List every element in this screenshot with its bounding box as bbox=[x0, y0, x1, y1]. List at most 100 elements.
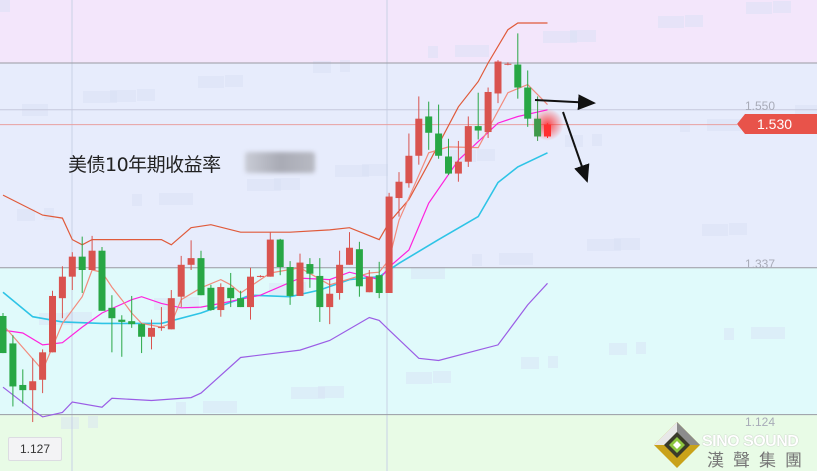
background-decoration bbox=[44, 208, 54, 220]
y-tick-label: 1.337 bbox=[744, 256, 775, 271]
candle-down bbox=[316, 275, 324, 308]
candle-down bbox=[108, 307, 116, 319]
background-decoration bbox=[729, 223, 747, 235]
candle-down bbox=[197, 258, 205, 296]
candle-up bbox=[68, 256, 76, 277]
background-decoration bbox=[499, 253, 533, 265]
candle-up bbox=[336, 264, 344, 293]
candle-up bbox=[167, 298, 175, 330]
candle-down bbox=[138, 324, 146, 337]
candle-up bbox=[365, 276, 373, 293]
background-decoration bbox=[225, 75, 243, 87]
candle-up bbox=[217, 287, 225, 311]
candle-down bbox=[118, 319, 126, 322]
candle-up bbox=[296, 262, 304, 296]
sino-sound-logo: SINO SOUND 漢聲集團 bbox=[652, 418, 817, 471]
background-decoration bbox=[411, 267, 445, 279]
candle-up bbox=[39, 352, 47, 380]
background-zone bbox=[0, 0, 817, 64]
candle-up bbox=[247, 276, 254, 308]
background-decoration bbox=[313, 61, 331, 73]
background-decoration bbox=[203, 401, 237, 413]
crosshair-price-label: 1.127 bbox=[8, 437, 62, 461]
candle-down bbox=[534, 118, 542, 137]
background-decoration bbox=[0, 0, 10, 12]
candle-up bbox=[494, 61, 502, 94]
ma-fast-line bbox=[2, 83, 548, 372]
background-decoration bbox=[543, 31, 577, 43]
candle-down bbox=[207, 287, 215, 311]
blurred-redaction bbox=[245, 152, 315, 173]
candle-down bbox=[425, 116, 433, 133]
candle-down bbox=[355, 249, 363, 287]
background-decoration bbox=[592, 134, 602, 146]
background-decoration bbox=[609, 343, 627, 355]
background-decoration bbox=[132, 194, 142, 206]
current-price-tag: 1.530 bbox=[737, 114, 817, 134]
candle-up bbox=[148, 327, 155, 337]
background-decoration bbox=[521, 357, 539, 369]
candle-up bbox=[395, 181, 403, 199]
background-decoration bbox=[154, 298, 180, 310]
current-price-label: 1.530 bbox=[757, 116, 793, 132]
background-decoration bbox=[83, 91, 117, 103]
background-decoration bbox=[340, 60, 350, 72]
background-decoration bbox=[472, 254, 482, 266]
background-decoration bbox=[680, 120, 690, 132]
candle-down bbox=[9, 343, 17, 387]
background-decoration bbox=[17, 209, 35, 221]
background-decoration bbox=[614, 238, 640, 250]
candle-up bbox=[177, 264, 185, 297]
background-decoration bbox=[702, 224, 728, 236]
lower-band-line bbox=[2, 282, 548, 418]
candle-up bbox=[415, 118, 423, 156]
background-decoration bbox=[137, 89, 155, 101]
candle-up bbox=[266, 239, 274, 277]
candle-down bbox=[514, 64, 522, 88]
candle-up bbox=[187, 258, 195, 265]
candle-up bbox=[88, 250, 96, 270]
background-decoration bbox=[318, 386, 344, 398]
background-decoration bbox=[724, 328, 734, 340]
candle-down bbox=[276, 239, 284, 268]
candle-up bbox=[326, 293, 334, 308]
background-decoration bbox=[685, 15, 703, 27]
logo-text-zh: 漢聲集團 bbox=[707, 451, 811, 471]
upper-band-line bbox=[2, 22, 548, 246]
background-decoration bbox=[88, 416, 98, 428]
candle-up bbox=[484, 91, 492, 133]
background-decoration bbox=[658, 16, 684, 28]
candle-up bbox=[464, 126, 472, 162]
candle-up bbox=[346, 247, 353, 265]
candle-down bbox=[445, 156, 452, 174]
background-decoration bbox=[247, 179, 281, 191]
candle-up bbox=[454, 161, 462, 174]
candle-down bbox=[227, 287, 235, 299]
candle-up bbox=[49, 295, 56, 353]
arrow-right-annotation bbox=[534, 94, 596, 111]
candle-down bbox=[306, 264, 314, 274]
background-decoration bbox=[746, 2, 772, 14]
candle-down bbox=[19, 384, 27, 391]
background-decoration bbox=[406, 372, 432, 384]
background-decoration bbox=[181, 297, 199, 309]
background-decoration bbox=[362, 164, 388, 176]
chart-title: 美债10年期收益率 bbox=[68, 154, 221, 176]
background-decoration bbox=[548, 356, 558, 368]
logo-text-en: SINO SOUND bbox=[702, 433, 799, 450]
background-zone bbox=[0, 267, 817, 415]
background-decoration bbox=[455, 45, 489, 57]
background-decoration bbox=[291, 387, 325, 399]
candle-down bbox=[286, 267, 294, 296]
candle-down bbox=[474, 126, 482, 131]
candle-down bbox=[435, 133, 443, 156]
background-decoration bbox=[477, 149, 495, 161]
candle-up bbox=[405, 155, 413, 184]
y-tick-label: 1.550 bbox=[744, 98, 775, 113]
candle-down bbox=[237, 298, 245, 308]
candle-up bbox=[58, 276, 66, 299]
candle-down bbox=[524, 87, 532, 119]
arrow-down-annotation bbox=[562, 111, 590, 183]
background-decoration bbox=[198, 76, 224, 88]
background-decoration bbox=[587, 239, 621, 251]
